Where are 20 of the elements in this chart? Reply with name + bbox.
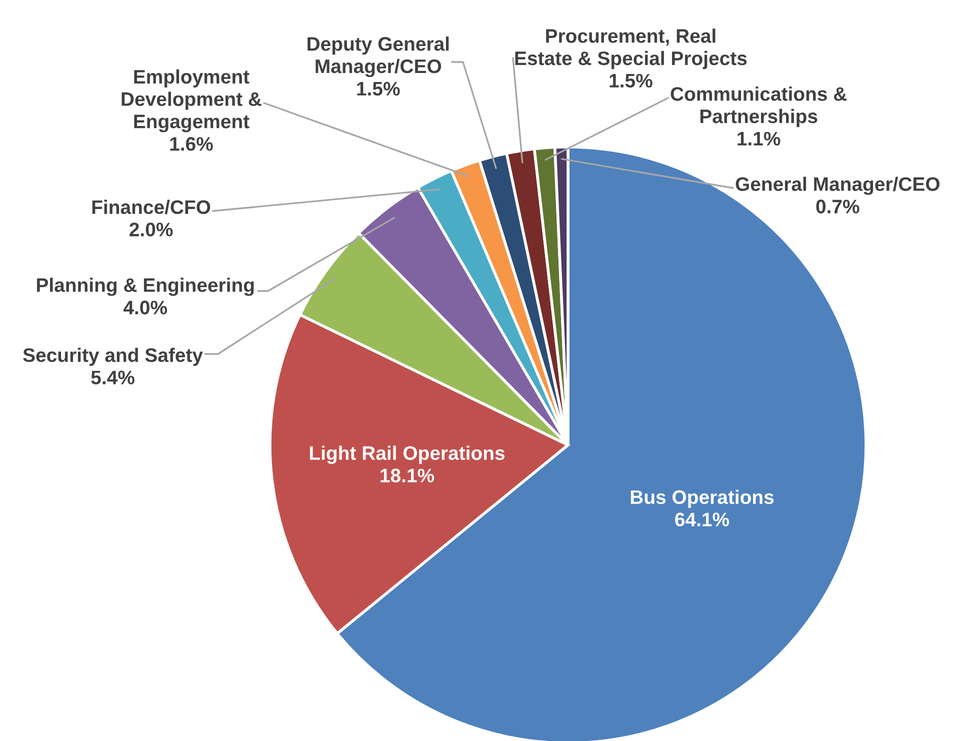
slice-label: Deputy General Manager/CEO bbox=[308, 36, 449, 78]
slice-label: Security and Safety bbox=[23, 348, 203, 366]
slice-label: Communications & Partnerships bbox=[670, 86, 847, 128]
data-label: 5.4% bbox=[91, 370, 134, 384]
data-label: 0.7% bbox=[816, 200, 860, 214]
slice-label: Procurement, Real Estate & Special Projects bbox=[515, 28, 747, 70]
data-label: 1.6% bbox=[170, 137, 213, 151]
data-label: 18.1% bbox=[380, 468, 434, 482]
slice-label: Employment Development & Engagement bbox=[122, 69, 262, 132]
data-label: 4.0% bbox=[123, 300, 168, 314]
slice-label: Light Rail Operations bbox=[310, 446, 505, 464]
slice-label: Bus Operations bbox=[630, 490, 774, 508]
slice-label: Planning & Engineering bbox=[37, 278, 254, 296]
data-label: 1.5% bbox=[357, 82, 400, 96]
slice-label: Finance/CFO bbox=[92, 200, 210, 214]
data-label: 1.5% bbox=[610, 74, 652, 88]
data-label: 64.1% bbox=[675, 512, 730, 526]
data-label: 1.1% bbox=[738, 132, 780, 146]
slice-label: General Manager/CEO bbox=[736, 176, 940, 195]
data-label: 2.0% bbox=[130, 222, 173, 236]
